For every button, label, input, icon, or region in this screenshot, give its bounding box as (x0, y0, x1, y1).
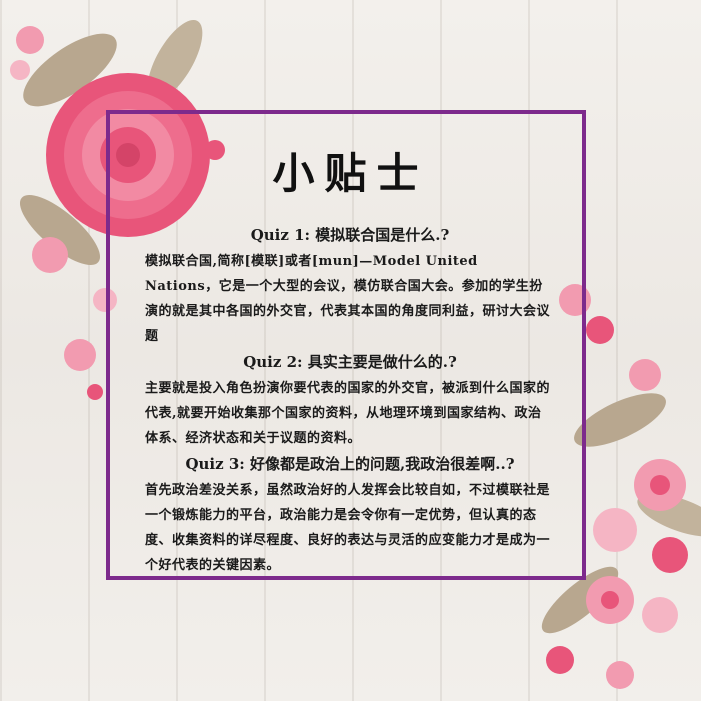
blossom-icon (16, 26, 44, 54)
quiz-1-question: Quiz 1: 模拟联合国是什么.? (250, 226, 450, 244)
leaf-icon (19, 195, 101, 265)
blossom-icon (629, 359, 661, 391)
blossom-cluster-right (541, 284, 701, 689)
leaf-icon (23, 33, 117, 107)
blossom-icon (593, 508, 637, 552)
page-title: 小贴士 (272, 149, 429, 198)
quiz-2-answer: 主要就是投入角色扮演你要代表的国家的外交官，被派到什么国家的代表,就要开始收集那… (145, 381, 551, 446)
leaf-icon (147, 20, 203, 100)
quiz-1-answer: 模拟联合国,简称[模联]或者[mun]—Model United Nations… (145, 254, 551, 344)
quiz-2-question: Quiz 2: 具实主要是做什么的.? (243, 353, 457, 371)
blossom-icon (32, 237, 68, 273)
quiz-3-answer: 首先政治差没关系，虽然政治好的人发挥会比较自如，不过模联社是一个锻炼能力的平台，… (145, 483, 551, 573)
quiz-3-question: Quiz 3: 好像都是政治上的问题,我政治很差啊..? (185, 455, 515, 473)
rose-cluster-top-left (10, 20, 225, 400)
content-frame (106, 110, 586, 580)
leaf-icon (574, 393, 666, 447)
blossom-icon (64, 339, 96, 371)
quiz-content: Quiz 1: 模拟联合国是什么.? 模拟联合国,简称[模联]或者[mun]—M… (145, 222, 555, 578)
